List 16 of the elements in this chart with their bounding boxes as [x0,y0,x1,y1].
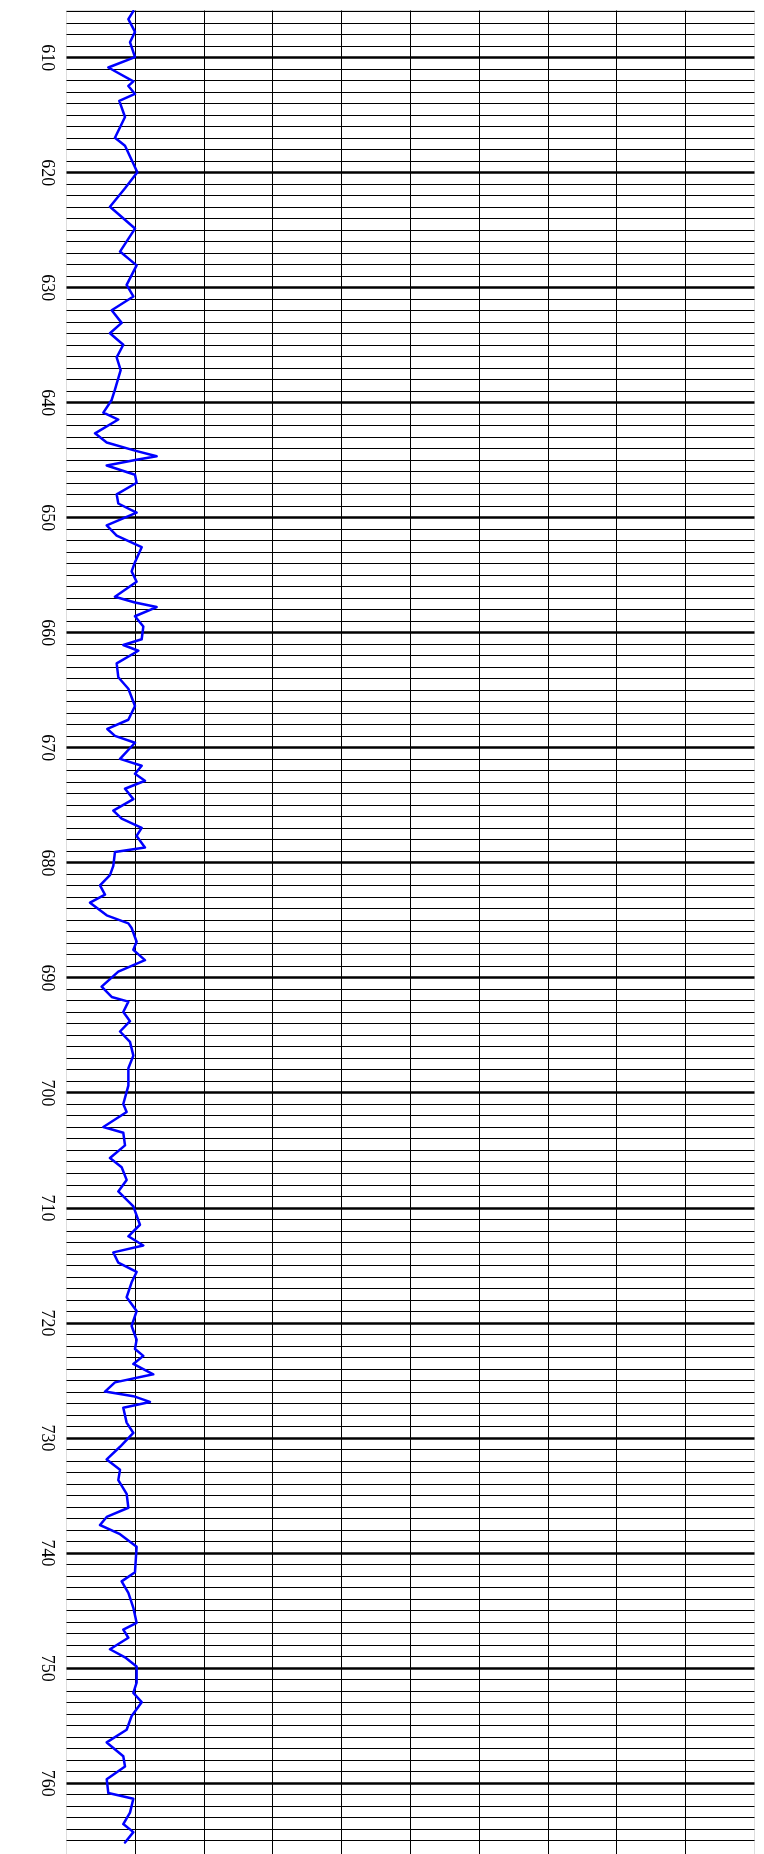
y-tick-label: 670 [37,734,58,762]
y-tick-label: 760 [37,1769,58,1797]
y-tick-label: 660 [37,619,58,647]
y-tick-label: 640 [37,389,58,417]
y-tick-label: 710 [37,1194,58,1222]
y-tick-label: 740 [37,1539,58,1567]
y-tick-label: 610 [37,44,58,72]
y-tick-label: 680 [37,849,58,877]
y-tick-label: 750 [37,1654,58,1682]
y-tick-label: 650 [37,504,58,532]
y-tick-label: 730 [37,1424,58,1452]
y-tick-label: 630 [37,274,58,302]
y-tick-label: 700 [37,1079,58,1107]
y-tick-label: 720 [37,1309,58,1337]
y-tick-label: 690 [37,964,58,992]
y-tick-label: 620 [37,159,58,187]
